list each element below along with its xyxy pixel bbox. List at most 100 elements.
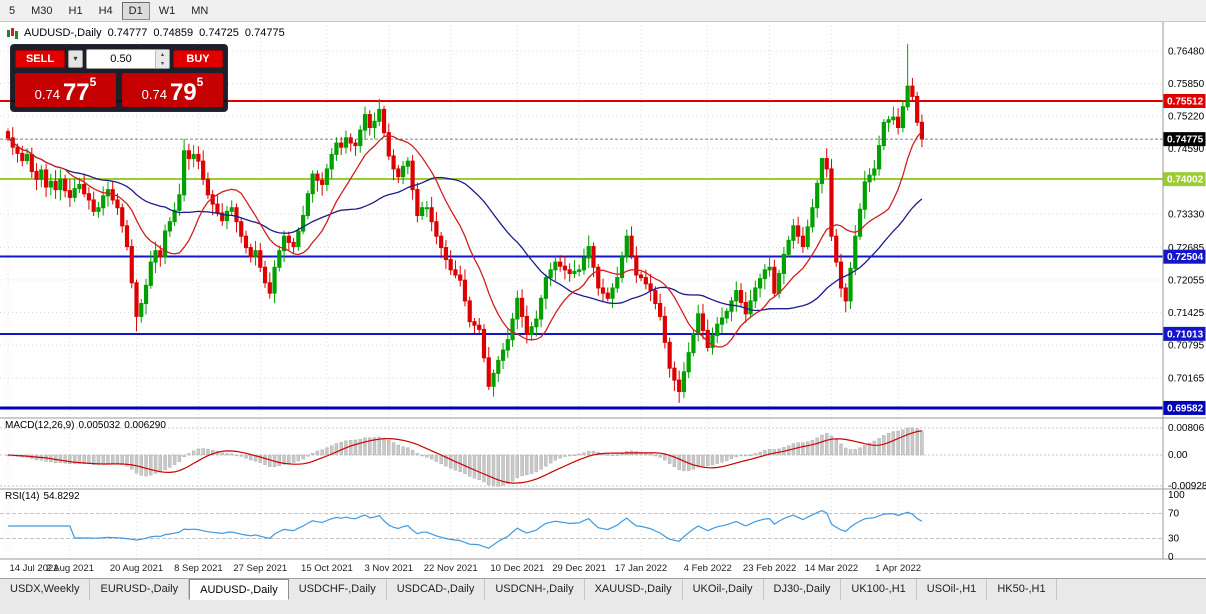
candle-body: [558, 261, 563, 267]
macd-histogram-bar: [867, 442, 872, 456]
candle-body: [82, 183, 87, 195]
chart-tab-xauusd-daily[interactable]: XAUUSD-,Daily: [584, 579, 683, 600]
price-axis-label: 0.73330: [1168, 209, 1205, 220]
macd-histogram-bar: [125, 454, 129, 467]
candle-body: [186, 150, 191, 160]
candle-body: [791, 225, 796, 241]
chart-tab-usoil-h1[interactable]: USOil-,H1: [916, 579, 988, 600]
candle-body: [353, 142, 358, 147]
macd-axis-label: -0.00928: [1168, 481, 1206, 492]
candle-body: [20, 152, 25, 162]
macd-histogram-bar: [349, 439, 353, 456]
candle-body: [667, 341, 672, 369]
chart-tab-dj30-daily[interactable]: DJ30-,Daily: [763, 579, 842, 600]
candle-body: [534, 318, 539, 328]
macd-histogram-bar: [920, 430, 924, 456]
ohlc-high-value: 0.74859: [153, 27, 194, 39]
sell-price-display[interactable]: 0.74 77 5: [15, 73, 116, 107]
ma-fast-line: [7, 131, 923, 348]
timeframe-button-h4[interactable]: H4: [91, 1, 120, 20]
macd-histogram-bar: [72, 454, 77, 465]
volume-increase-button[interactable]: ▴: [156, 50, 169, 59]
candle-body: [862, 181, 867, 210]
macd-histogram-bar: [368, 437, 372, 456]
candle-body: [815, 182, 820, 209]
timeframe-button-mn[interactable]: MN: [184, 1, 216, 20]
candle-body: [548, 269, 553, 279]
macd-histogram-bar: [706, 454, 710, 467]
candle-body: [905, 85, 910, 108]
chart-tab-usdcad-daily[interactable]: USDCAD-,Daily: [386, 579, 486, 600]
current-price-tag[interactable]: [1163, 132, 1206, 147]
chart-tab-audusd-daily[interactable]: AUDUSD-,Daily: [189, 579, 289, 600]
candle-body: [429, 207, 434, 223]
timeframe-button-5[interactable]: 5: [2, 1, 23, 20]
chart-tab-ukoil-daily[interactable]: UKOil-,Daily: [682, 579, 764, 600]
candle-body: [496, 359, 501, 374]
candle-body: [539, 297, 544, 320]
price-tag-0.75512[interactable]: [1163, 94, 1206, 109]
price-tag-0.72504[interactable]: [1163, 249, 1206, 264]
chart-tab-hk50-h1[interactable]: HK50-,H1: [987, 579, 1057, 600]
candle-body: [196, 153, 201, 162]
candle-body: [729, 300, 734, 312]
macd-histogram-bar: [610, 454, 615, 457]
macd-histogram-bar: [187, 453, 191, 456]
macd-histogram-bar: [149, 454, 153, 476]
chart-tab-usdx-weekly[interactable]: USDX,Weekly: [0, 579, 91, 600]
candle-body: [724, 310, 729, 319]
candle-body: [477, 324, 482, 330]
candle-body: [819, 158, 825, 184]
timeframe-button-h1[interactable]: H1: [61, 1, 90, 20]
macd-axis-label: 0.00: [1168, 450, 1188, 461]
macd-histogram-bar: [58, 454, 63, 463]
macd-histogram-bar: [501, 454, 505, 486]
chart-tab-eurusd-daily[interactable]: EURUSD-,Daily: [90, 579, 190, 600]
macd-histogram-bar: [282, 454, 286, 465]
price-axis-label: 0.74590: [1168, 144, 1205, 155]
chart-tab-uk100-h1[interactable]: UK100-,H1: [841, 579, 917, 600]
volume-input[interactable]: [87, 50, 155, 68]
macd-histogram-bar: [758, 451, 762, 456]
macd-histogram-bar: [639, 451, 643, 456]
macd-histogram-bar: [529, 454, 534, 474]
volume-dropdown-button[interactable]: ▾: [68, 50, 83, 68]
candle-body: [148, 261, 153, 286]
candle-body: [143, 284, 149, 304]
macd-histogram-bar: [372, 437, 377, 456]
date-axis-label: 23 Feb 2022: [743, 563, 796, 574]
candle-body: [786, 239, 791, 255]
macd-histogram-bar: [172, 454, 177, 465]
price-tag-0.74002[interactable]: [1163, 172, 1206, 187]
candle-body: [634, 255, 639, 276]
date-axis-label: 20 Aug 2021: [110, 563, 163, 574]
timeframe-button-m30[interactable]: M30: [24, 1, 60, 20]
chart-tab-usdchf-daily[interactable]: USDCHF-,Daily: [288, 579, 387, 600]
price-tag-0.71013[interactable]: [1163, 326, 1206, 341]
chart-symbol-label: AUDUSD-,Daily: [24, 27, 102, 39]
chart-tab-usdcnh-daily[interactable]: USDCNH-,Daily: [485, 579, 585, 600]
buy-button[interactable]: BUY: [173, 50, 223, 68]
macd-histogram-bar: [291, 454, 296, 463]
candle-body: [853, 235, 858, 269]
candle-body: [453, 269, 458, 276]
macd-histogram-bar: [425, 454, 429, 458]
macd-histogram-bar: [191, 450, 196, 456]
candle-body: [472, 321, 477, 326]
volume-decrease-button[interactable]: ▾: [156, 59, 169, 68]
candle-body: [201, 160, 206, 180]
macd-histogram-bar: [287, 454, 291, 464]
price-tag-0.69582[interactable]: [1163, 400, 1206, 415]
timeframe-button-w1[interactable]: W1: [151, 1, 183, 20]
macd-histogram-bar: [63, 454, 67, 464]
candle-body: [896, 116, 901, 129]
rsi-axis-label: 100: [1168, 490, 1185, 501]
macd-histogram-bar: [306, 454, 310, 457]
timeframe-button-d1[interactable]: D1: [121, 1, 150, 20]
candle-body: [638, 274, 644, 279]
buy-price-display[interactable]: 0.74 79 5: [122, 73, 223, 107]
sell-button[interactable]: SELL: [15, 50, 65, 68]
candle-body: [310, 173, 315, 195]
price-axis-label: 0.75220: [1168, 112, 1205, 123]
